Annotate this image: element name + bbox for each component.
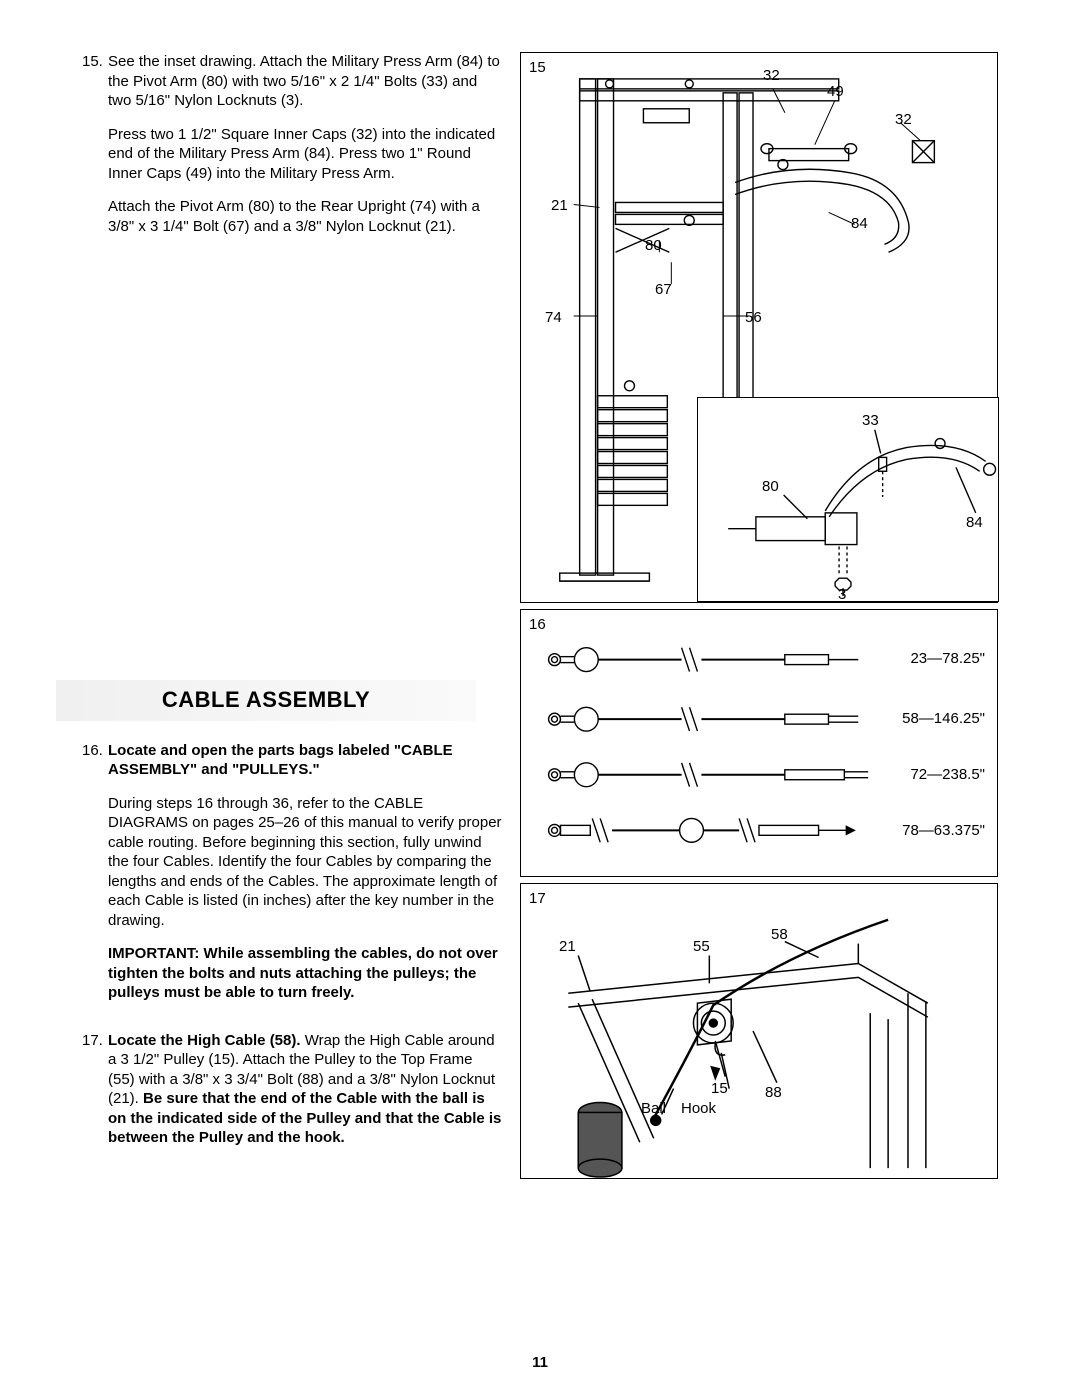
step-16-p3: IMPORTANT: While assembling the cables, … <box>108 944 502 1003</box>
section-header-cable-assembly: CABLE ASSEMBLY <box>56 680 476 721</box>
diagram-16: 16 <box>520 609 998 877</box>
step-15-p2: Press two 1 1/2" Square Inner Caps (32) … <box>108 125 502 184</box>
step-17-number: 17. <box>82 1031 108 1162</box>
inset-3: 3 <box>838 586 846 603</box>
step-16-number: 16. <box>82 741 108 1017</box>
d17-58: 58 <box>771 926 788 943</box>
inset-84: 84 <box>966 514 983 531</box>
step-17-bold2: Be sure that the end of the Cable with t… <box>108 1090 501 1146</box>
d17-15: 15 <box>711 1080 728 1097</box>
d15-49: 49 <box>827 83 844 100</box>
d17-88: 88 <box>765 1084 782 1101</box>
step-17: 17. Locate the High Cable (58). Wrap the… <box>82 1031 502 1162</box>
step-16-p1: Locate and open the parts bags labeled "… <box>108 741 502 780</box>
d15-80: 80 <box>645 237 662 254</box>
d15-32b: 32 <box>895 111 912 128</box>
d17-55: 55 <box>693 938 710 955</box>
step-17-body: Locate the High Cable (58). Wrap the Hig… <box>108 1031 502 1148</box>
d15-32a: 32 <box>763 67 780 84</box>
diagram-15-inset-svg <box>698 398 998 601</box>
d17-hook: Hook <box>681 1100 716 1117</box>
diagram-15-inset: 33 80 84 3 <box>697 397 999 602</box>
inset-33: 33 <box>862 412 879 429</box>
d15-74: 74 <box>545 309 562 326</box>
diagram-17-svg <box>521 884 997 1178</box>
cable-1: 23—78.25" <box>910 650 985 667</box>
inset-80: 80 <box>762 478 779 495</box>
step-15-p1: See the inset drawing. Attach the Milita… <box>108 52 502 111</box>
right-column: 15 <box>520 52 998 1179</box>
step-15-p3: Attach the Pivot Arm (80) to the Rear Up… <box>108 197 502 236</box>
d17-21: 21 <box>559 938 576 955</box>
step-17-lead: Locate the High Cable (58). <box>108 1032 305 1049</box>
d17-ball: Ball <box>641 1100 666 1117</box>
d15-21: 21 <box>551 197 568 214</box>
diagram-15: 15 <box>520 52 998 603</box>
cable-4: 78—63.375" <box>902 822 985 839</box>
diag15-title: 15 <box>529 59 546 76</box>
diagram-17: 17 <box>520 883 998 1179</box>
d15-84: 84 <box>851 215 868 232</box>
d15-67: 67 <box>655 281 672 298</box>
diag17-title: 17 <box>529 890 546 907</box>
step-15: 15. See the inset drawing. Attach the Mi… <box>82 52 502 250</box>
d15-56: 56 <box>745 309 762 326</box>
cable-3: 72—238.5" <box>910 766 985 783</box>
cable-2: 58—146.25" <box>902 710 985 727</box>
diag16-title: 16 <box>529 616 546 633</box>
page-number: 11 <box>0 1354 1080 1371</box>
step-16-p2: During steps 16 through 36, refer to the… <box>108 794 502 931</box>
step-16: 16. Locate and open the parts bags label… <box>82 741 502 1017</box>
left-column: 15. See the inset drawing. Attach the Mi… <box>82 52 502 1179</box>
step-15-number: 15. <box>82 52 108 250</box>
